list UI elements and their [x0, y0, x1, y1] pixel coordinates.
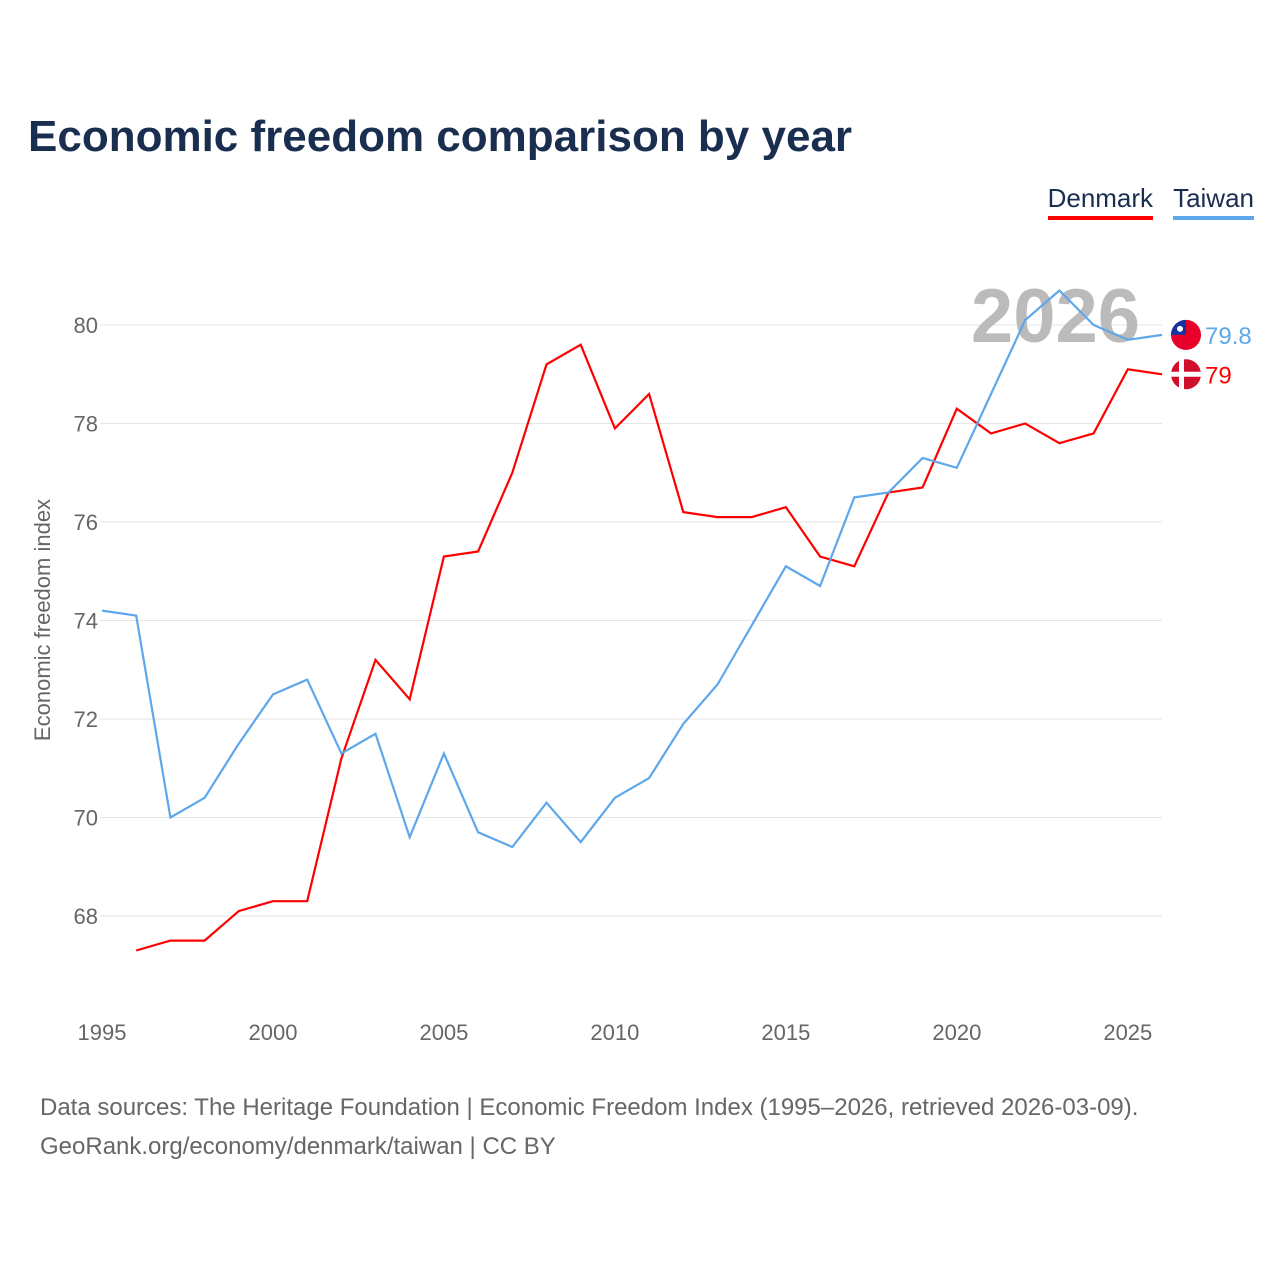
y-axis-label: Economic freedom index — [30, 499, 55, 741]
x-tick-label: 2020 — [932, 1020, 981, 1045]
x-tick-label: 2010 — [590, 1020, 639, 1045]
series-line-denmark — [135, 343, 1163, 952]
end-value-label: 79 — [1205, 362, 1232, 389]
x-tick-label: 1995 — [78, 1020, 127, 1045]
legend-denmark[interactable]: Denmark — [1047, 183, 1154, 220]
x-tick-label: 2000 — [248, 1020, 297, 1045]
year-label: 2026 — [971, 274, 1140, 359]
source-line-2[interactable]: GeoRank.org/economy/denmark/taiwan | CC … — [40, 1133, 556, 1160]
y-tick-label: 78 — [74, 412, 98, 437]
legend-taiwan[interactable]: Taiwan — [1173, 183, 1254, 220]
legend: Denmark Taiwan — [1047, 183, 1254, 220]
y-tick-label: 76 — [74, 510, 98, 535]
y-tick-label: 72 — [74, 707, 98, 732]
x-tick-label: 2015 — [761, 1020, 810, 1045]
x-tick-label: 2005 — [419, 1020, 468, 1045]
source-line-1: Data sources: The Heritage Foundation | … — [40, 1094, 1139, 1121]
denmark-flag-icon — [1171, 359, 1201, 390]
y-tick-label: 70 — [74, 806, 98, 831]
y-tick-label: 74 — [74, 609, 98, 634]
x-tick-label: 2025 — [1103, 1020, 1152, 1045]
y-tick-label: 68 — [74, 904, 98, 929]
source-note: Data sources: The Heritage Foundation | … — [40, 1088, 1138, 1166]
end-value-label: 79.8 — [1205, 323, 1252, 350]
y-tick-label: 80 — [74, 313, 98, 338]
chart-title: Economic freedom comparison by year — [28, 112, 853, 161]
series-line-taiwan — [101, 288, 1163, 849]
taiwan-flag-icon — [1171, 319, 1201, 350]
